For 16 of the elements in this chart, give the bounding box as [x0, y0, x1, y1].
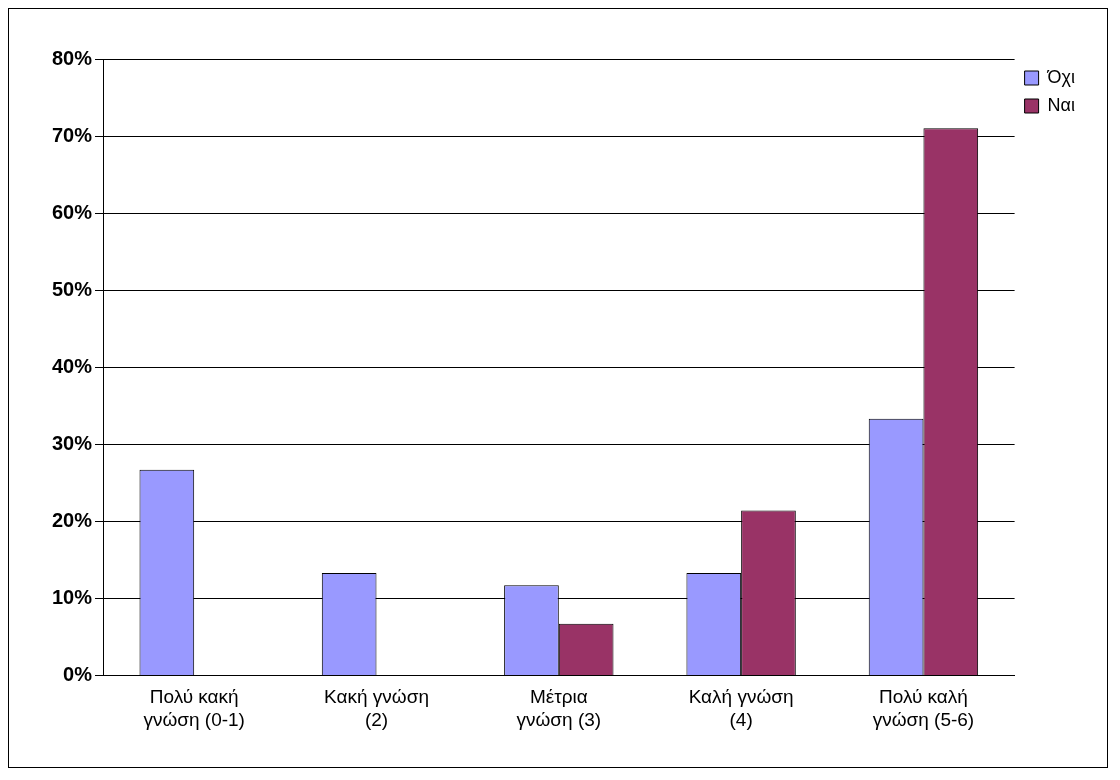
y-tick-label: 0%: [63, 662, 93, 685]
y-tick-label: 60%: [52, 200, 93, 223]
y-tick-label: 80%: [52, 46, 93, 69]
y-tick-label: 30%: [52, 431, 93, 454]
legend-label: Όχι: [1046, 66, 1075, 87]
x-tick-label: Πολύ καλή γνώση (5-6): [872, 686, 975, 730]
y-tick-label: 40%: [52, 354, 93, 377]
y-tick-label: 50%: [52, 277, 93, 300]
y-tick-label: 70%: [52, 123, 93, 146]
legend-label: Ναι: [1047, 94, 1075, 115]
y-tick-label: 20%: [52, 508, 93, 531]
x-tick-label: Καλή γνώση (4): [688, 686, 794, 730]
x-tick-label: Πολύ κακή γνώση (0-1): [143, 686, 245, 730]
x-tick-label: Κακή γνώση (2): [324, 686, 429, 730]
x-tick-label: Μέτρια γνώση (3): [516, 686, 602, 730]
y-tick-label: 10%: [52, 585, 93, 608]
